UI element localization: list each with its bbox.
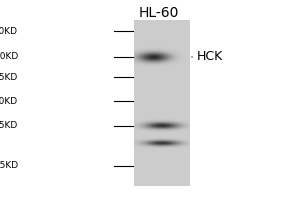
Text: 55KD: 55KD bbox=[0, 72, 18, 82]
Text: 35KD: 35KD bbox=[0, 121, 18, 130]
Text: 70KD: 70KD bbox=[0, 52, 18, 61]
Text: 40KD: 40KD bbox=[0, 97, 18, 106]
Text: HCK: HCK bbox=[196, 50, 223, 63]
Text: HL-60: HL-60 bbox=[139, 6, 179, 20]
Text: 100KD: 100KD bbox=[0, 26, 18, 36]
Text: 25KD: 25KD bbox=[0, 161, 18, 170]
